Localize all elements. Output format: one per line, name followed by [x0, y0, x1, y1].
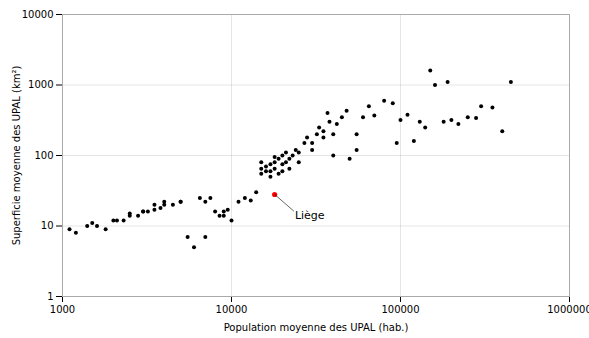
svg-text:100000: 100000: [381, 304, 419, 315]
svg-text:100: 100: [34, 150, 53, 161]
svg-text:Superficie moyenne des UPAL (k: Superficie moyenne des UPAL (km²): [11, 66, 22, 246]
svg-text:10: 10: [41, 220, 54, 231]
svg-text:1000: 1000: [50, 304, 75, 315]
svg-text:1: 1: [47, 291, 53, 302]
svg-text:1000000: 1000000: [547, 304, 589, 315]
svg-text:10000: 10000: [22, 9, 54, 20]
svg-text:Population moyenne des UPAL (h: Population moyenne des UPAL (hab.): [224, 322, 409, 333]
svg-text:1000: 1000: [28, 79, 53, 90]
svg-text:Liège: Liège: [295, 209, 325, 222]
svg-text:10000: 10000: [216, 304, 248, 315]
